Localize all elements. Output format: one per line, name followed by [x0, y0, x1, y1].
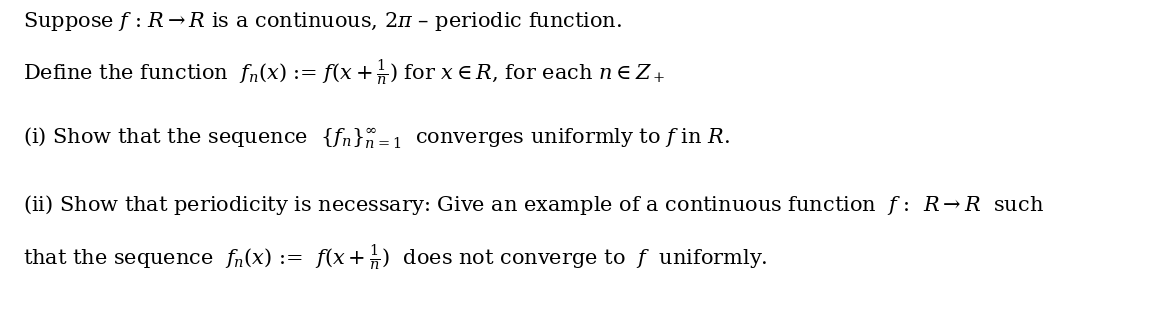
- Text: (i) Show that the sequence  $\{f_n\}_{n=1}^{\infty}$  converges uniformly to $f$: (i) Show that the sequence $\{f_n\}_{n=1…: [22, 125, 730, 151]
- Text: (ii) Show that periodicity is necessary: Give an example of a continuous functio: (ii) Show that periodicity is necessary:…: [22, 193, 1044, 217]
- Text: Define the function  $f_n(x)$ := $f(x + \frac{1}{n})$ for $x \in R$, for each $n: Define the function $f_n(x)$ := $f(x + \…: [22, 57, 665, 87]
- Text: Suppose $f$ : $R \rightarrow R$ is a continuous, $2\pi$ – periodic function.: Suppose $f$ : $R \rightarrow R$ is a con…: [22, 10, 622, 33]
- Text: that the sequence  $f_n(x)$ :=  $f(x + \frac{1}{n})$  does not converge to  $f$ : that the sequence $f_n(x)$ := $f(x + \fr…: [22, 242, 768, 271]
